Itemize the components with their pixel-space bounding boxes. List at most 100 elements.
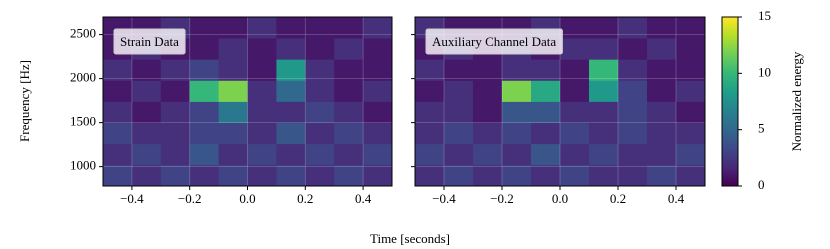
- x-tick-label: 0.2: [610, 191, 626, 206]
- heatmap-cell: [103, 122, 133, 145]
- heatmap-cell: [334, 122, 364, 145]
- heatmap-cell: [444, 143, 474, 166]
- heatmap-cell: [276, 17, 306, 39]
- heatmap-cell: [103, 59, 133, 81]
- heatmap-cell: [618, 143, 648, 166]
- heatmap-cell: [531, 80, 561, 102]
- heatmap-cell: [160, 59, 191, 81]
- heatmap-cell: [363, 38, 393, 60]
- heatmap-cell: [189, 38, 219, 60]
- heatmap-cell: [218, 80, 248, 102]
- heatmap-cell: [531, 101, 561, 124]
- colorbar: [721, 16, 739, 187]
- heatmap-cell: [334, 164, 364, 187]
- heatmap-cell: [305, 59, 335, 81]
- x-tick-label: 0.2: [297, 191, 313, 206]
- heatmap-cell: [589, 164, 619, 187]
- heatmap-cell: [363, 59, 393, 81]
- heatmap-cell: [589, 101, 619, 124]
- heatmap-cell: [415, 59, 445, 81]
- heatmap-cell: [676, 122, 706, 145]
- heatmap-cell: [247, 164, 277, 187]
- heatmap-cell: [247, 143, 277, 166]
- heatmap-cell: [473, 164, 503, 187]
- heatmap-cell: [502, 122, 532, 145]
- heatmap-cell: [502, 80, 532, 102]
- heatmap-cell: [502, 143, 532, 166]
- heatmap-cell: [647, 38, 677, 60]
- heatmap-cell: [160, 80, 191, 102]
- heatmap-cell: [618, 122, 648, 145]
- heatmap-cell: [647, 59, 677, 81]
- heatmap-cell: [247, 38, 277, 60]
- heatmap-cell: [647, 17, 677, 39]
- plot-frame: [102, 16, 393, 187]
- panel-title-box: [425, 28, 563, 55]
- heatmap-cell: [276, 164, 306, 187]
- heatmap-cell: [473, 122, 503, 145]
- y-tick-label: 1500: [70, 114, 96, 129]
- colorbar-tick-label: 15: [758, 8, 771, 23]
- heatmap-cell: [647, 143, 677, 166]
- heatmap-cell: [676, 164, 706, 187]
- heatmap-cell: [189, 143, 219, 166]
- heatmap-cell: [189, 122, 219, 145]
- heatmap-cell: [676, 38, 706, 60]
- heatmap-cell: [276, 143, 306, 166]
- heatmap-cell: [363, 101, 393, 124]
- colorbar-tick-label: 0: [758, 177, 765, 192]
- x-tick-label: 0.4: [355, 191, 372, 206]
- heatmap-cell: [334, 101, 364, 124]
- heatmap-cell: [305, 80, 335, 102]
- heatmap-cell: [647, 101, 677, 124]
- y-tick-label: 2000: [70, 70, 96, 85]
- heatmap-cell: [415, 80, 445, 102]
- heatmap-cell: [589, 122, 619, 145]
- heatmap-cell: [218, 164, 248, 187]
- heatmap-cell: [131, 122, 162, 145]
- heatmap-cell: [189, 59, 219, 81]
- heatmap-cell: [363, 122, 393, 145]
- heatmap-cell: [334, 59, 364, 81]
- heatmap-cell: [189, 164, 219, 187]
- colorbar-tick-label: 10: [758, 64, 771, 79]
- heatmap-cell: [676, 101, 706, 124]
- heatmap-cell: [560, 38, 590, 60]
- heatmap-cell: [618, 164, 648, 187]
- colorbar-label: Normalized energy: [789, 51, 804, 151]
- heatmap-cell: [103, 80, 133, 102]
- heatmap-cell: [103, 101, 133, 124]
- heatmap-cell: [560, 80, 590, 102]
- heatmap-cell: [218, 122, 248, 145]
- x-tick-label: 0.4: [668, 191, 685, 206]
- heatmap-cell: [218, 143, 248, 166]
- heatmap-cell: [444, 101, 474, 124]
- panel-title-box: [113, 28, 186, 55]
- heatmap-cell: [618, 38, 648, 60]
- heatmap-cell: [502, 59, 532, 81]
- heatmap-cell: [334, 80, 364, 102]
- y-tick-label: 2500: [70, 26, 96, 41]
- heatmap-cell: [676, 59, 706, 81]
- heatmap-cell: [276, 101, 306, 124]
- x-axis-label: Time [seconds]: [370, 231, 450, 246]
- heatmap-cell: [103, 164, 133, 187]
- heatmap-cell: [305, 17, 335, 39]
- heatmap-cell: [647, 122, 677, 145]
- heatmap-cell: [444, 122, 474, 145]
- heatmap-cell: [363, 80, 393, 102]
- heatmap-cell: [160, 143, 191, 166]
- heatmap-cell: [160, 164, 191, 187]
- heatmap-cell: [334, 143, 364, 166]
- heatmap-cell: [415, 143, 445, 166]
- heatmap-cell: [618, 17, 648, 39]
- heatmap-cell: [218, 101, 248, 124]
- heatmap-cell: [473, 80, 503, 102]
- y-tick-label: 1000: [70, 158, 96, 173]
- heatmap-cell: [560, 164, 590, 187]
- heatmap-cell: [131, 164, 162, 187]
- heatmap-cell: [103, 143, 133, 166]
- heatmap-cell: [131, 143, 162, 166]
- heatmap-cell: [189, 101, 219, 124]
- heatmap-cell: [560, 101, 590, 124]
